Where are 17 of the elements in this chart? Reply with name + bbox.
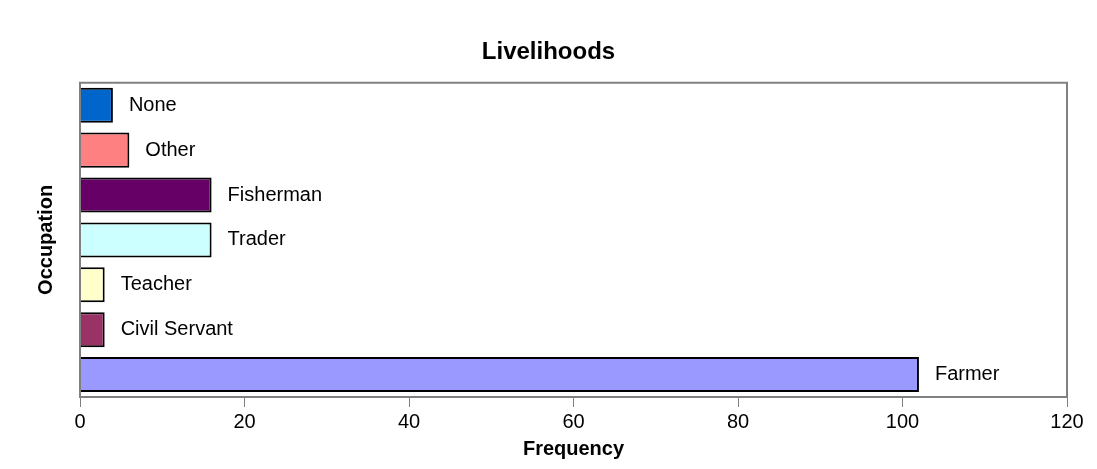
x-tick-label: 120 [1050, 409, 1084, 432]
y-tick-label: None [128, 92, 177, 115]
y-tick-label: Trader [227, 227, 287, 250]
chart-title: Livelihoods [481, 37, 616, 65]
x-tick-label: 0 [74, 409, 86, 432]
y-tick-label: Other [145, 137, 196, 160]
x-tick-label: 100 [885, 409, 920, 432]
x-tick-label: 40 [397, 409, 421, 432]
x-tick-label: 60 [562, 409, 585, 432]
y-axis-title: Occupation [33, 184, 56, 295]
y-tick-label: Farmer [934, 362, 1000, 385]
y-tick-label: Civil Servant [120, 317, 234, 340]
y-tick-label: Teacher [120, 272, 193, 295]
x-tick-label: 80 [726, 409, 750, 432]
x-axis-title: Frequency [522, 436, 625, 459]
x-tick-label: 20 [233, 409, 256, 432]
y-tick-label: Fisherman [227, 182, 323, 205]
